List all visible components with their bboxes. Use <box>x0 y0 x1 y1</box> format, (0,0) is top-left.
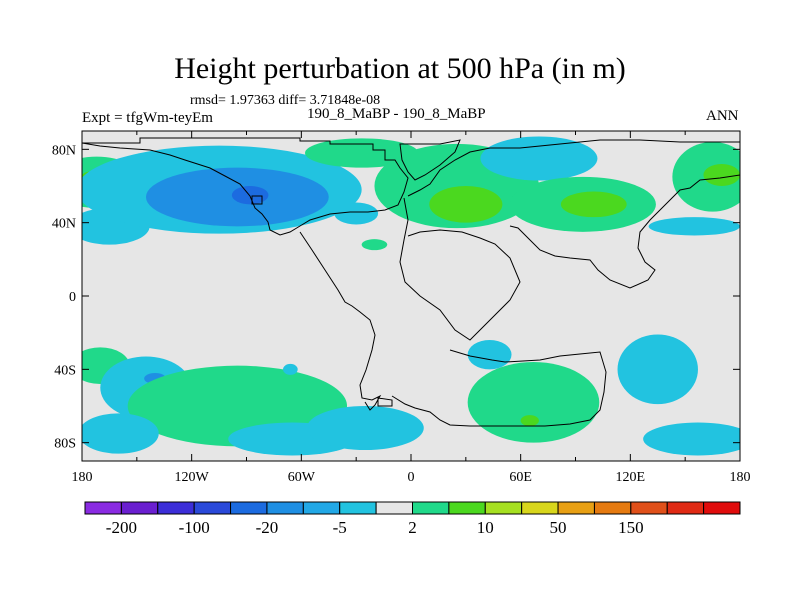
colorbar-swatch-6 <box>302 501 341 515</box>
colorbar-swatch-16 <box>666 501 705 515</box>
contour-region-15 <box>703 164 740 186</box>
coastline-central-america <box>399 197 521 341</box>
lat-tick-label-2: 0 <box>69 290 76 305</box>
colorbar-label-3: -5 <box>333 518 347 537</box>
case-comparison-label: 190_8_MaBP - 190_8_MaBP <box>307 106 486 122</box>
colorbar-label-1: -100 <box>179 518 210 537</box>
contour-region-16 <box>648 217 740 236</box>
contour-region-23 <box>306 406 424 450</box>
lon-tick-label-3: 0 <box>408 470 415 485</box>
colorbar-swatch-12 <box>521 501 559 515</box>
contour-region-29 <box>643 422 740 456</box>
lon-tick-label-0: 180 <box>72 470 93 485</box>
colorbar-swatch-14 <box>593 501 632 515</box>
coastline-north-america <box>82 137 409 236</box>
lat-tick-label-3: 40S <box>54 363 76 378</box>
coastline-americas <box>299 231 382 411</box>
colorbar-swatch-3 <box>193 501 232 515</box>
lon-tick-label-5: 120E <box>616 470 646 485</box>
lon-tick-label-2: 60W <box>288 470 316 485</box>
contour-region-26 <box>467 362 600 443</box>
axis-tick-labels: 80N 40N 0 40S 80S 180 120W 60W 0 60E 120E 180 <box>52 143 751 485</box>
colorbar-swatch-5 <box>266 501 304 515</box>
coastline-island-2 <box>251 195 263 205</box>
coastline-greenland <box>399 139 461 181</box>
rmsd-diff-stats: rmsd= 1.97363 diff= 3.71848e-08 <box>190 93 381 108</box>
contour-region-21 <box>82 413 159 454</box>
colorbar-swatch-10 <box>448 501 486 515</box>
colorbar-swatch-1 <box>120 501 159 515</box>
lat-tick-label-1: 40N <box>52 217 76 232</box>
contour-regions <box>82 136 740 456</box>
colorbar-swatch-0 <box>84 501 122 515</box>
coastline-southern-continent <box>391 349 607 427</box>
lat-tick-label-4: 80S <box>54 437 76 452</box>
colorbar-swatch-2 <box>157 501 195 515</box>
contour-region-24 <box>467 340 512 370</box>
plot-title: Height perturbation at 500 hPa (in m) <box>174 52 626 85</box>
lon-tick-label-4: 60E <box>509 470 532 485</box>
lon-tick-label-6: 180 <box>730 470 751 485</box>
contour-region-27 <box>520 415 539 427</box>
colorbar-label-4: 2 <box>408 518 417 537</box>
contour-region-6 <box>334 202 379 225</box>
colorbar-label-2: -20 <box>256 518 279 537</box>
colorbar-swatch-9 <box>412 501 450 515</box>
contour-region-10 <box>361 239 388 251</box>
colorbar-label-7: 150 <box>618 518 644 537</box>
colorbar-swatch-15 <box>630 501 668 515</box>
colorbar-swatch-11 <box>484 501 523 515</box>
colorbar-swatch-4 <box>230 501 268 515</box>
contour-region-13 <box>560 191 627 218</box>
coastline-eurasia <box>407 139 740 289</box>
coastlines <box>82 137 740 427</box>
colorbar-label-0: -200 <box>106 518 137 537</box>
contour-region-28 <box>617 334 698 405</box>
colorbar: -200 -100 -20 -5 2 10 50 150 <box>84 501 741 537</box>
colorbar-swatch-17 <box>703 501 741 515</box>
contour-region-5 <box>231 186 269 205</box>
colorbar-swatch-13 <box>557 501 595 515</box>
colorbar-label-6: 50 <box>550 518 567 537</box>
lat-tick-label-0: 80N <box>52 143 76 158</box>
experiment-label: Expt = tfgWm-teyEm <box>82 110 213 126</box>
colorbar-swatch-8 <box>375 501 414 515</box>
colorbar-swatch-7 <box>339 501 377 515</box>
colorbar-label-5: 10 <box>477 518 494 537</box>
contour-region-11 <box>480 136 598 181</box>
axis-ticks <box>81 131 741 461</box>
coastline-island-1 <box>377 397 393 407</box>
lon-tick-label-1: 120W <box>175 470 210 485</box>
season-label: ANN <box>706 108 739 124</box>
contour-region-9 <box>429 186 503 223</box>
contour-region-25 <box>283 363 298 375</box>
